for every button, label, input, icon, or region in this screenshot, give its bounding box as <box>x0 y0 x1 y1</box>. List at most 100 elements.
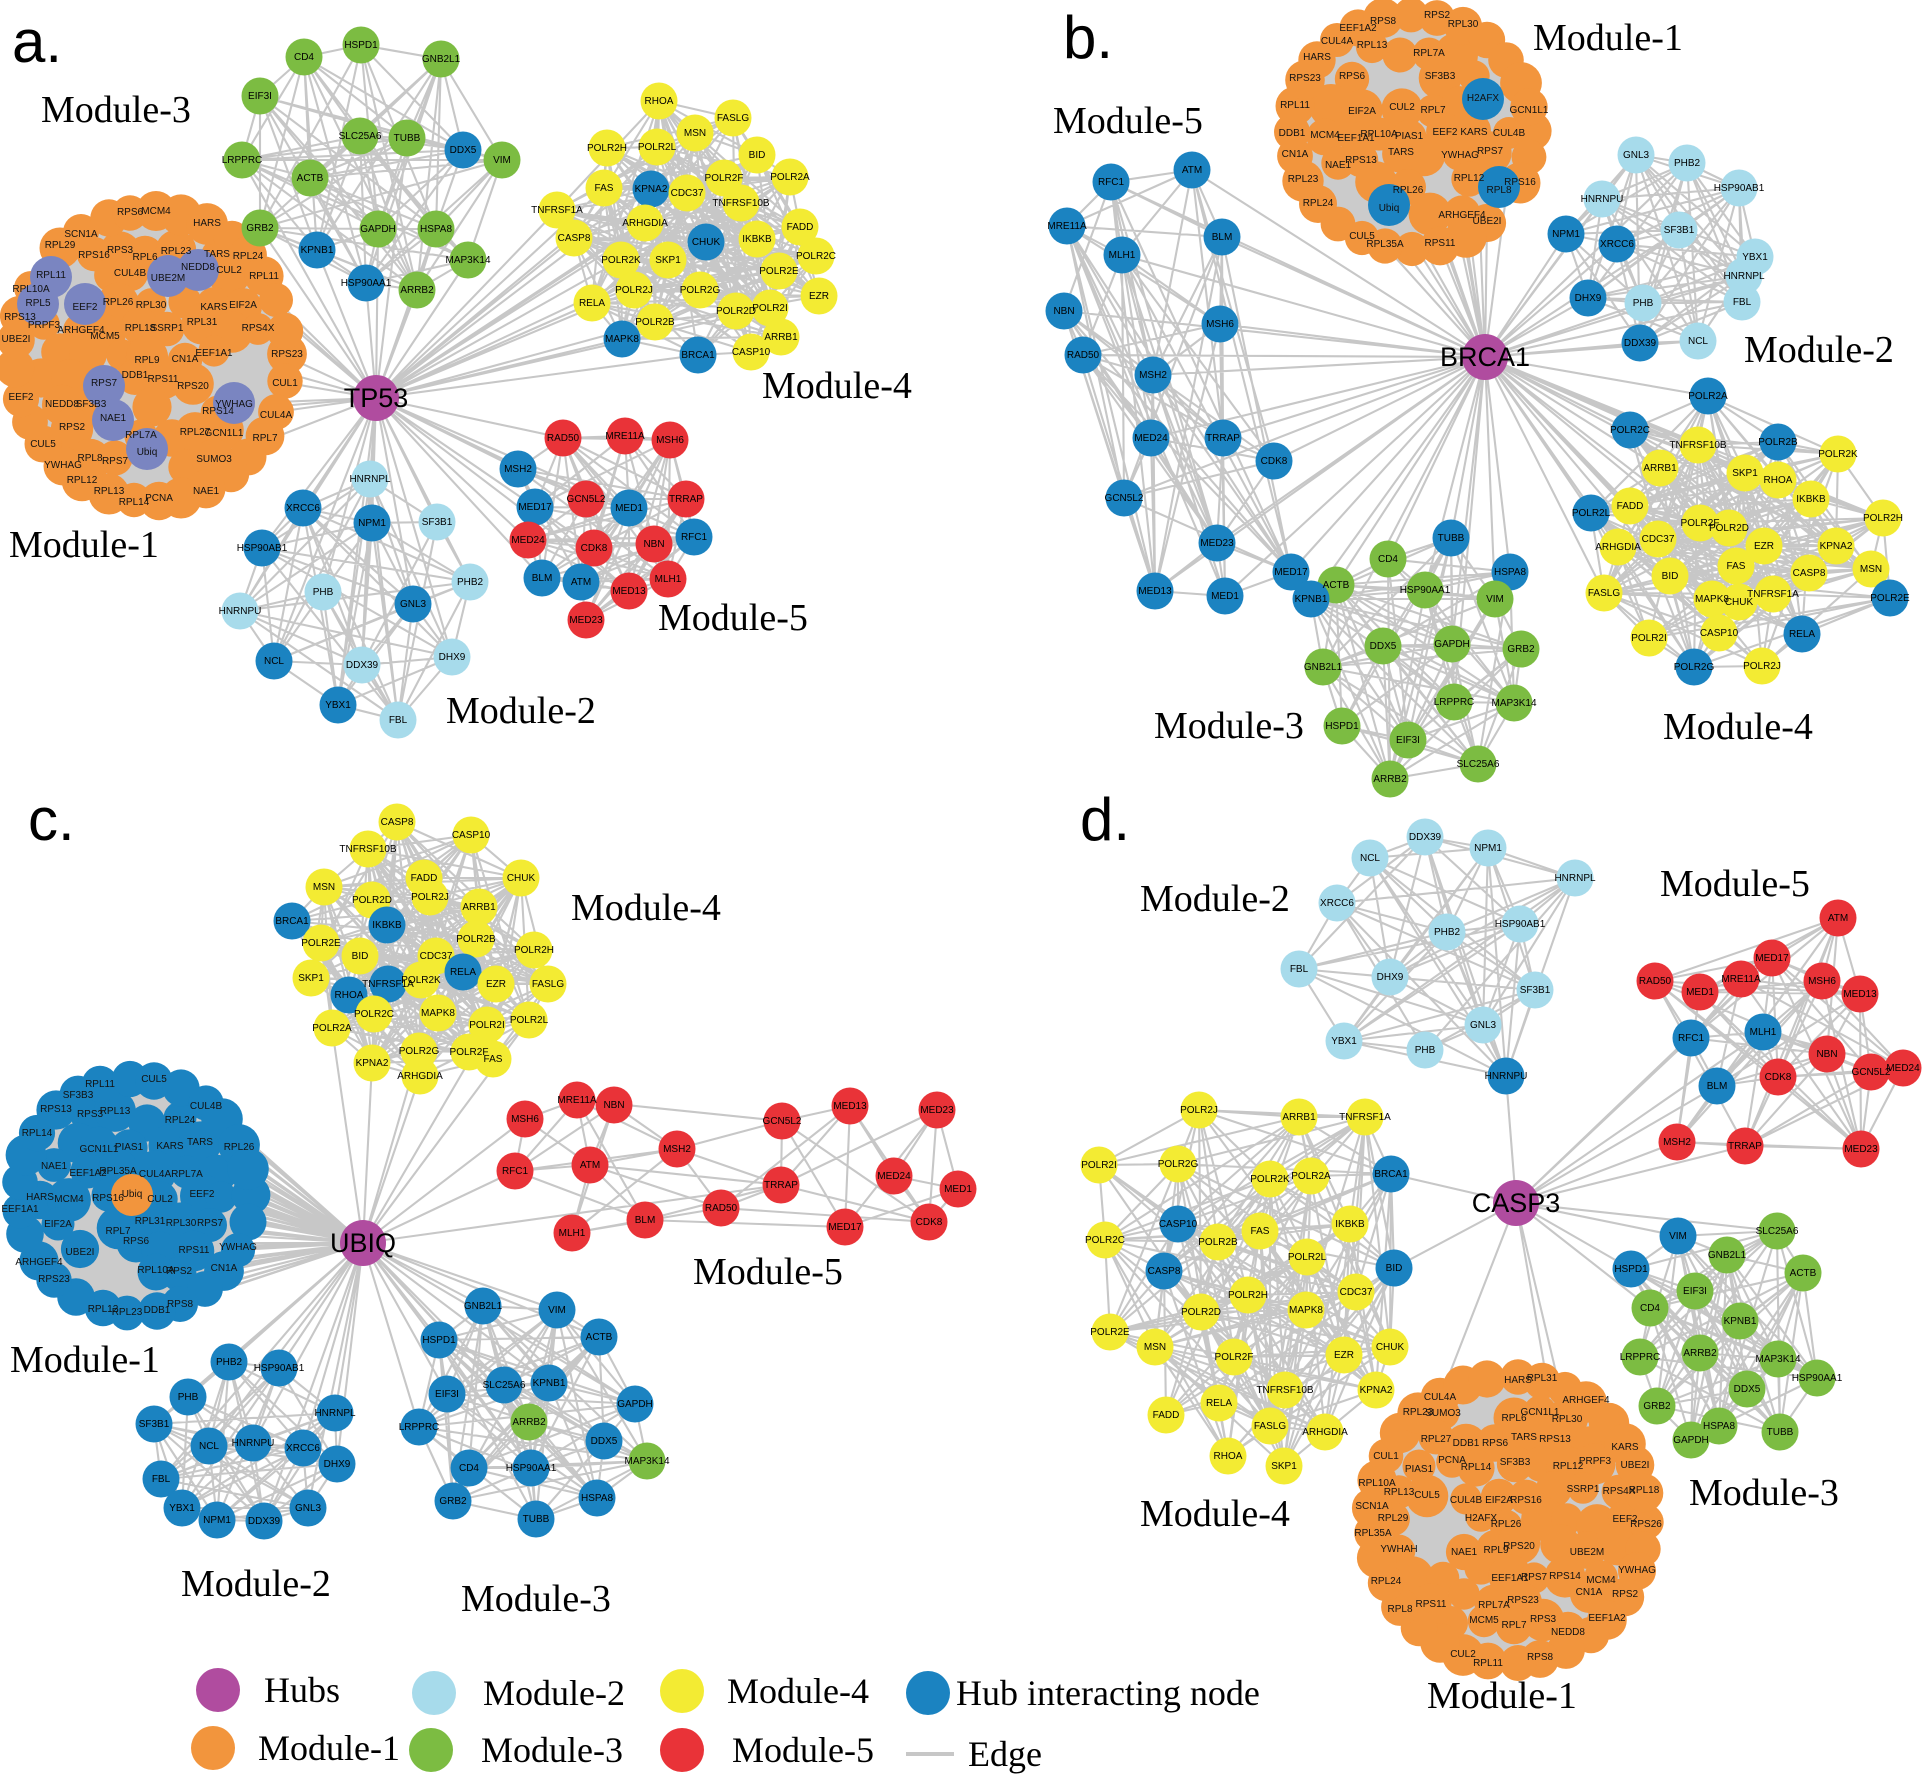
svg-text:ARRB2: ARRB2 <box>512 1417 546 1428</box>
svg-text:RPS2: RPS2 <box>166 1266 193 1277</box>
svg-text:RPL27: RPL27 <box>180 427 211 438</box>
svg-text:MRE11A: MRE11A <box>1721 974 1761 985</box>
svg-text:Module-1: Module-1 <box>258 1728 400 1768</box>
svg-text:SF3B1: SF3B1 <box>422 517 453 528</box>
svg-text:EIF2A: EIF2A <box>1485 1495 1513 1506</box>
svg-text:SSRP1: SSRP1 <box>1567 1484 1600 1495</box>
svg-text:RPL13: RPL13 <box>94 486 125 497</box>
svg-text:Module-1: Module-1 <box>9 524 159 566</box>
svg-text:HARS: HARS <box>26 1192 54 1203</box>
svg-text:BLM: BLM <box>1212 232 1233 243</box>
svg-text:TUBB: TUBB <box>1767 1427 1794 1438</box>
svg-text:RPL24: RPL24 <box>1303 198 1334 209</box>
svg-text:EEF1A1: EEF1A1 <box>1337 133 1375 144</box>
svg-text:RPL8: RPL8 <box>77 453 102 464</box>
svg-text:RPS16: RPS16 <box>92 1193 124 1204</box>
svg-text:POLR2A: POLR2A <box>770 172 810 183</box>
svg-text:c.: c. <box>28 786 75 853</box>
svg-text:GCN5L2: GCN5L2 <box>567 494 606 505</box>
svg-text:ATM: ATM <box>571 577 591 588</box>
svg-text:MED13: MED13 <box>1138 586 1172 597</box>
svg-text:MCM4: MCM4 <box>54 1194 84 1205</box>
svg-text:HSPD1: HSPD1 <box>1325 721 1359 732</box>
svg-text:RPS23: RPS23 <box>1289 73 1321 84</box>
svg-text:BRCA1: BRCA1 <box>681 350 715 361</box>
svg-text:Hubs: Hubs <box>264 1670 340 1710</box>
svg-text:NBN: NBN <box>1816 1049 1837 1060</box>
svg-text:RELA: RELA <box>579 298 605 309</box>
svg-text:HSP90AA1: HSP90AA1 <box>341 278 392 289</box>
svg-text:MED24: MED24 <box>511 535 545 546</box>
svg-text:EIF2A: EIF2A <box>44 1219 72 1230</box>
svg-text:RPL7A: RPL7A <box>171 1169 203 1180</box>
svg-text:MSH6: MSH6 <box>511 1114 539 1125</box>
svg-text:CN1A: CN1A <box>1282 149 1309 160</box>
svg-text:UBE2M: UBE2M <box>1570 1547 1604 1558</box>
svg-text:DHX9: DHX9 <box>439 652 466 663</box>
svg-text:TRRAP: TRRAP <box>1206 433 1240 444</box>
svg-text:RPL7A: RPL7A <box>1413 48 1445 59</box>
svg-text:RPL10A: RPL10A <box>1358 1478 1396 1489</box>
svg-text:MED24: MED24 <box>1134 433 1168 444</box>
svg-text:RPS8: RPS8 <box>1527 1652 1554 1663</box>
svg-text:PHB2: PHB2 <box>1674 158 1701 169</box>
svg-text:RPS13: RPS13 <box>40 1104 72 1115</box>
svg-text:EEF2: EEF2 <box>8 392 33 403</box>
svg-text:MED13: MED13 <box>833 1101 867 1112</box>
svg-text:RPL24: RPL24 <box>165 1115 196 1126</box>
svg-text:DDX5: DDX5 <box>1734 1384 1761 1395</box>
svg-text:PCNA: PCNA <box>1438 1455 1466 1466</box>
svg-text:HSPD1: HSPD1 <box>1614 1264 1648 1275</box>
svg-text:RPL29: RPL29 <box>1378 1513 1409 1524</box>
svg-text:Module-5: Module-5 <box>1053 100 1203 142</box>
svg-text:LRPPRC: LRPPRC <box>399 1422 440 1433</box>
svg-text:DDX5: DDX5 <box>591 1436 618 1447</box>
svg-text:H2AFX: H2AFX <box>1465 1513 1498 1524</box>
svg-text:HNRNPU: HNRNPU <box>219 606 262 617</box>
svg-text:BLM: BLM <box>532 573 553 584</box>
svg-text:VIM: VIM <box>1669 1231 1687 1242</box>
svg-text:Hub interacting node: Hub interacting node <box>956 1673 1260 1713</box>
svg-text:GCN5L2: GCN5L2 <box>1852 1067 1891 1078</box>
svg-text:ARRB2: ARRB2 <box>1683 1348 1717 1359</box>
svg-text:POLR2L: POLR2L <box>638 142 677 153</box>
svg-text:ATM: ATM <box>1182 165 1202 176</box>
svg-text:POLR2F: POLR2F <box>705 173 744 184</box>
svg-text:EEF2: EEF2 <box>1432 127 1457 138</box>
svg-text:Module-2: Module-2 <box>181 1563 331 1605</box>
svg-text:RPL26: RPL26 <box>224 1142 255 1153</box>
svg-text:ACTB: ACTB <box>1323 580 1350 591</box>
svg-text:KARS: KARS <box>1611 1442 1639 1453</box>
svg-text:Module-2: Module-2 <box>446 690 596 732</box>
svg-text:FAS: FAS <box>1251 1226 1270 1237</box>
svg-text:RPL24: RPL24 <box>1371 1576 1402 1587</box>
svg-text:YWHAG: YWHAG <box>1441 150 1479 161</box>
svg-text:MLH1: MLH1 <box>1750 1027 1777 1038</box>
svg-text:KPNA2: KPNA2 <box>635 184 668 195</box>
svg-text:MED13: MED13 <box>1843 989 1877 1000</box>
svg-text:KPNB1: KPNB1 <box>1724 1316 1757 1327</box>
svg-text:NBN: NBN <box>1053 306 1074 317</box>
svg-text:POLR2B: POLR2B <box>1198 1237 1238 1248</box>
svg-text:SLC25A6: SLC25A6 <box>483 1380 526 1391</box>
svg-text:FASLG: FASLG <box>717 113 749 124</box>
svg-text:HSP90AB1: HSP90AB1 <box>1495 919 1546 930</box>
svg-text:POLR2L: POLR2L <box>1572 508 1611 519</box>
svg-text:RPL7: RPL7 <box>252 433 277 444</box>
svg-text:RPL10A: RPL10A <box>137 1265 175 1276</box>
svg-text:POLR2H: POLR2H <box>1228 1290 1268 1301</box>
svg-text:POLR2J: POLR2J <box>615 285 653 296</box>
svg-text:RPS6: RPS6 <box>1482 1438 1509 1449</box>
svg-text:RPL30: RPL30 <box>1448 19 1479 30</box>
svg-text:RPL24: RPL24 <box>233 251 264 262</box>
svg-text:LRPPRC: LRPPRC <box>1620 1352 1661 1363</box>
svg-text:RPL31: RPL31 <box>1527 1373 1558 1384</box>
svg-text:Module-3: Module-3 <box>41 89 191 131</box>
svg-text:XRCC6: XRCC6 <box>286 1443 320 1454</box>
svg-text:PIAS1: PIAS1 <box>1395 131 1424 142</box>
svg-text:CASP10: CASP10 <box>732 347 771 358</box>
svg-text:KPNB1: KPNB1 <box>301 245 334 256</box>
svg-text:MSH2: MSH2 <box>504 464 532 475</box>
svg-text:RPS7: RPS7 <box>102 456 129 467</box>
svg-text:RPS20: RPS20 <box>1503 1541 1535 1552</box>
